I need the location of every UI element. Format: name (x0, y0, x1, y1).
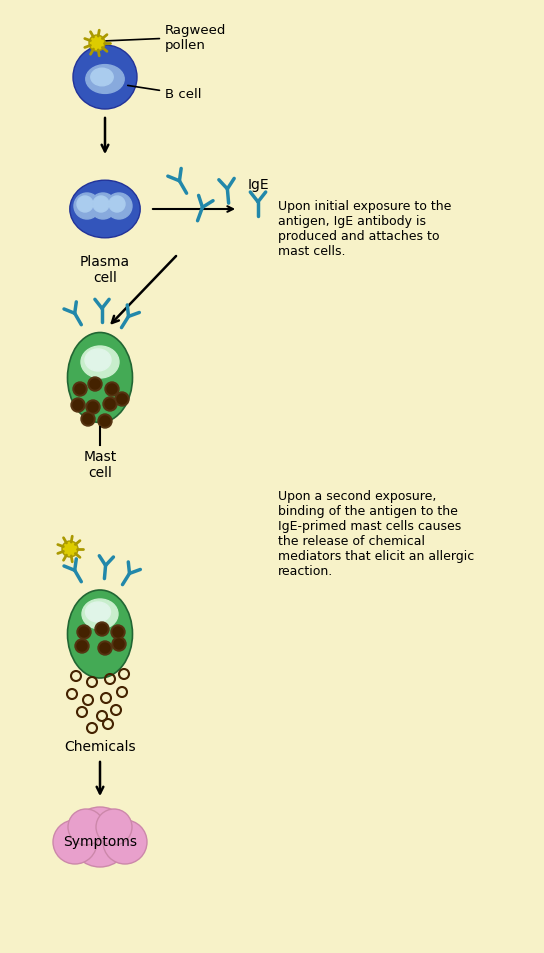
Circle shape (97, 624, 107, 635)
Circle shape (98, 641, 112, 656)
Circle shape (77, 641, 87, 651)
Ellipse shape (91, 70, 113, 87)
Circle shape (106, 193, 132, 220)
Circle shape (73, 400, 83, 411)
Circle shape (81, 413, 95, 427)
Circle shape (90, 379, 100, 390)
Text: Upon a second exposure,
binding of the antigen to the
IgE-primed mast cells caus: Upon a second exposure, binding of the a… (278, 490, 474, 578)
Circle shape (96, 809, 132, 845)
Circle shape (89, 36, 105, 52)
Circle shape (103, 397, 117, 412)
Circle shape (105, 399, 115, 410)
Text: IgE: IgE (248, 178, 270, 192)
Circle shape (79, 627, 89, 638)
Circle shape (53, 821, 97, 864)
Circle shape (98, 415, 112, 429)
Circle shape (86, 400, 100, 415)
Circle shape (114, 639, 124, 649)
Circle shape (109, 196, 125, 213)
Circle shape (103, 821, 147, 864)
Circle shape (88, 402, 98, 413)
Circle shape (77, 196, 93, 213)
Circle shape (71, 398, 85, 413)
Circle shape (115, 393, 129, 407)
Circle shape (73, 46, 137, 110)
Circle shape (93, 196, 109, 213)
Text: B cell: B cell (128, 87, 201, 101)
Text: Symptoms: Symptoms (63, 834, 137, 848)
Circle shape (95, 622, 109, 637)
Circle shape (111, 625, 125, 639)
Ellipse shape (70, 181, 140, 238)
Circle shape (100, 643, 110, 654)
Circle shape (68, 809, 104, 845)
Ellipse shape (85, 602, 110, 622)
Ellipse shape (67, 334, 133, 423)
Ellipse shape (81, 347, 119, 378)
Circle shape (75, 385, 85, 395)
Circle shape (117, 395, 127, 405)
Text: Mast
cell: Mast cell (83, 450, 116, 479)
Circle shape (100, 416, 110, 427)
Circle shape (90, 193, 116, 220)
Text: Chemicals: Chemicals (64, 740, 136, 753)
Ellipse shape (67, 590, 133, 679)
Text: Ragweed
pollen: Ragweed pollen (106, 24, 226, 52)
Ellipse shape (86, 66, 124, 94)
Circle shape (74, 193, 100, 220)
Ellipse shape (85, 350, 111, 372)
Ellipse shape (82, 599, 118, 629)
Circle shape (75, 639, 89, 654)
Circle shape (73, 382, 87, 396)
Circle shape (62, 541, 78, 558)
Circle shape (107, 385, 117, 395)
Circle shape (83, 415, 93, 424)
Circle shape (113, 627, 123, 638)
Circle shape (70, 807, 130, 867)
Text: Plasma
cell: Plasma cell (80, 254, 130, 285)
Circle shape (77, 625, 91, 639)
Circle shape (88, 377, 102, 392)
Circle shape (112, 638, 126, 651)
Text: Upon initial exposure to the
antigen, IgE antibody is
produced and attaches to
m: Upon initial exposure to the antigen, Ig… (278, 200, 452, 257)
Circle shape (105, 382, 119, 396)
